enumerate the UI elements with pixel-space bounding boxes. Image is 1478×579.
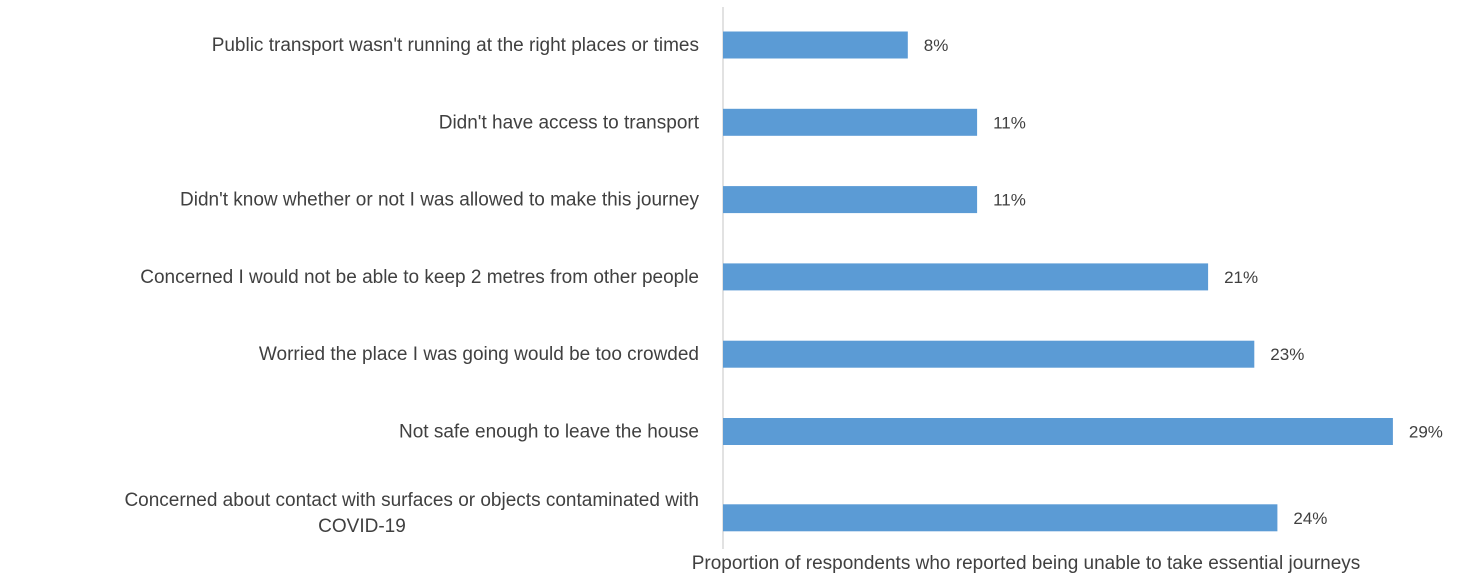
value-labels-group: 8% 11% 11% 21% 23% 29% 24% <box>924 36 1443 528</box>
bar-value-label: 24% <box>1293 509 1327 528</box>
category-label: COVID-19 <box>318 516 406 537</box>
bar-value-label: 11% <box>993 191 1026 210</box>
bar-value-label: 29% <box>1409 423 1443 442</box>
category-label: Worried the place I was going would be t… <box>259 344 699 365</box>
bar <box>723 263 1209 291</box>
category-label: Concerned I would not be able to keep 2 … <box>140 267 699 288</box>
bar-value-label: 23% <box>1270 345 1304 364</box>
category-label: Public transport wasn't running at the r… <box>212 35 699 56</box>
category-label: Didn't have access to transport <box>439 112 700 133</box>
bar <box>723 108 978 136</box>
bar <box>723 31 908 59</box>
bar <box>723 340 1255 368</box>
category-label: Didn't know whether or not I was allowed… <box>180 190 699 211</box>
category-labels-group: Public transport wasn't running at the r… <box>124 35 699 537</box>
category-label: Concerned about contact with surfaces or… <box>124 490 699 511</box>
bar <box>723 504 1278 532</box>
bar-value-label: 11% <box>993 113 1026 132</box>
bars-group <box>723 31 1393 532</box>
bar <box>723 186 978 214</box>
x-axis-title: Proportion of respondents who reported b… <box>692 553 1361 574</box>
bar-value-label: 8% <box>924 36 949 55</box>
category-label: Not safe enough to leave the house <box>399 422 699 443</box>
bar <box>723 418 1393 445</box>
bar-value-label: 21% <box>1224 268 1258 287</box>
